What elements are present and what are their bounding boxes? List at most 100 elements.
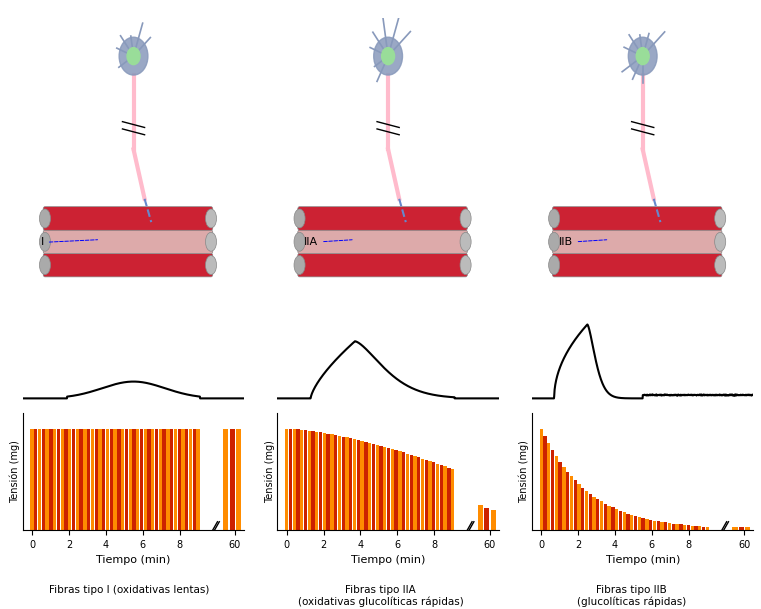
- Bar: [619, 511, 622, 530]
- Text: Fibras tipo IIB
(glucolíticas rápidas): Fibras tipo IIB (glucolíticas rápidas): [577, 585, 686, 607]
- Bar: [611, 507, 615, 530]
- Ellipse shape: [549, 256, 559, 275]
- Bar: [676, 524, 679, 530]
- Text: Fibras tipo I (oxidativas lentas): Fibras tipo I (oxidativas lentas): [49, 585, 209, 594]
- Bar: [307, 431, 311, 530]
- Bar: [315, 432, 319, 530]
- Ellipse shape: [460, 232, 471, 252]
- Bar: [383, 447, 387, 530]
- Bar: [447, 468, 451, 530]
- Bar: [79, 429, 83, 530]
- Bar: [574, 481, 577, 530]
- Bar: [683, 525, 686, 530]
- Bar: [562, 467, 565, 530]
- Bar: [559, 462, 562, 530]
- Bar: [661, 522, 664, 530]
- Bar: [357, 440, 360, 530]
- Bar: [645, 519, 648, 530]
- Bar: [698, 526, 702, 530]
- FancyBboxPatch shape: [552, 230, 722, 253]
- Bar: [432, 462, 435, 530]
- Text: IIA: IIA: [304, 238, 352, 247]
- Bar: [57, 429, 60, 530]
- Bar: [285, 429, 288, 530]
- FancyBboxPatch shape: [43, 230, 213, 253]
- Bar: [353, 439, 356, 530]
- Circle shape: [381, 48, 395, 65]
- Bar: [581, 488, 584, 530]
- Bar: [406, 454, 409, 530]
- Bar: [680, 524, 683, 530]
- Bar: [300, 430, 304, 530]
- Bar: [600, 501, 603, 530]
- Y-axis label: Tensión (mg): Tensión (mg): [264, 440, 275, 503]
- X-axis label: Tiempo (min): Tiempo (min): [351, 555, 425, 565]
- Ellipse shape: [460, 209, 471, 228]
- Bar: [121, 429, 124, 530]
- Bar: [185, 429, 189, 530]
- Ellipse shape: [40, 209, 50, 228]
- Bar: [223, 429, 228, 530]
- Bar: [159, 429, 162, 530]
- Text: IIB: IIB: [559, 238, 607, 247]
- Bar: [46, 429, 49, 530]
- Bar: [630, 515, 633, 530]
- Bar: [702, 527, 705, 530]
- FancyBboxPatch shape: [43, 253, 213, 277]
- Bar: [162, 429, 166, 530]
- Bar: [68, 429, 72, 530]
- Bar: [288, 429, 292, 530]
- Bar: [607, 505, 611, 530]
- Text: Fibras tipo IIA
(oxidativas glucolíticas rápidas): Fibras tipo IIA (oxidativas glucolíticas…: [298, 585, 463, 607]
- Bar: [174, 429, 177, 530]
- Bar: [425, 460, 428, 530]
- Ellipse shape: [40, 256, 50, 275]
- Bar: [478, 504, 483, 530]
- Bar: [436, 463, 439, 530]
- Ellipse shape: [294, 232, 305, 252]
- Bar: [653, 521, 656, 530]
- FancyBboxPatch shape: [298, 206, 467, 230]
- Ellipse shape: [460, 256, 471, 275]
- Bar: [65, 429, 68, 530]
- Ellipse shape: [294, 209, 305, 228]
- Text: I: I: [40, 238, 97, 247]
- Bar: [375, 445, 379, 530]
- Bar: [304, 430, 307, 530]
- Bar: [596, 499, 600, 530]
- Bar: [626, 513, 629, 530]
- Bar: [394, 450, 398, 530]
- Circle shape: [374, 37, 403, 75]
- Bar: [140, 429, 143, 530]
- Bar: [106, 429, 109, 530]
- Bar: [83, 429, 87, 530]
- Bar: [387, 448, 390, 530]
- Bar: [390, 449, 394, 530]
- X-axis label: Tiempo (min): Tiempo (min): [606, 555, 680, 565]
- Bar: [125, 429, 128, 530]
- Bar: [193, 429, 196, 530]
- Bar: [330, 434, 333, 530]
- Bar: [91, 429, 94, 530]
- Bar: [170, 429, 174, 530]
- Bar: [421, 459, 424, 530]
- Bar: [634, 516, 637, 530]
- FancyBboxPatch shape: [298, 230, 467, 253]
- Bar: [148, 429, 151, 530]
- Circle shape: [629, 37, 657, 75]
- Bar: [338, 436, 341, 530]
- Bar: [49, 429, 53, 530]
- Bar: [236, 429, 241, 530]
- Bar: [540, 429, 543, 530]
- Bar: [166, 429, 170, 530]
- Bar: [592, 496, 596, 530]
- Bar: [110, 429, 113, 530]
- Bar: [622, 512, 626, 530]
- Bar: [491, 510, 496, 530]
- Bar: [102, 429, 106, 530]
- Bar: [136, 429, 139, 530]
- Bar: [323, 433, 326, 530]
- Bar: [440, 465, 443, 530]
- Ellipse shape: [549, 232, 559, 252]
- Bar: [38, 429, 41, 530]
